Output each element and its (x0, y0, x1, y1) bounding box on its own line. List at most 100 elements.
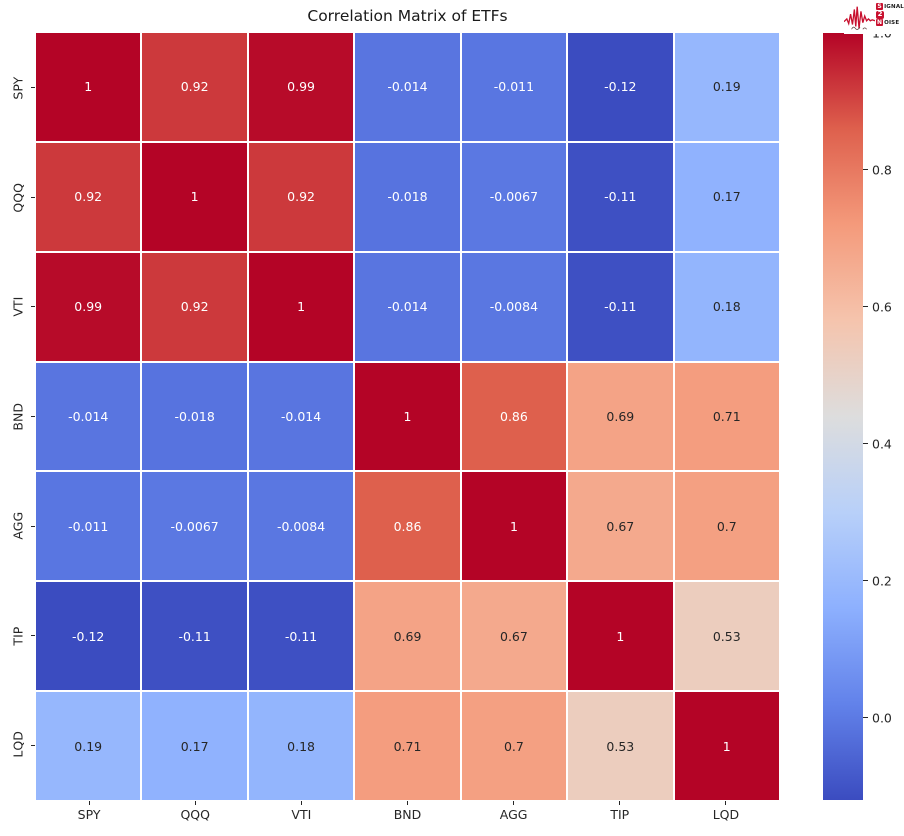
heatmap-cell-BND-BND: 1 (355, 362, 460, 471)
heatmap-cell-VTI-BND: -0.014 (355, 252, 460, 361)
y-tick-label-LQD: LQD (10, 731, 26, 759)
heatmap-cell-LQD-AGG: 0.7 (461, 692, 567, 800)
heatmap-cell-VTI-TIP: -0.11 (568, 252, 673, 361)
heatmap-cell-AGG-LQD: 0.7 (674, 472, 779, 581)
heatmap-cell-AGG-BND: 0.86 (355, 472, 460, 581)
heatmap-cell-TIP-TIP: 1 (568, 582, 673, 691)
heatmap-cell-LQD-LQD: 1 (674, 692, 779, 800)
heatmap-cell-TIP-BND: 0.69 (355, 582, 460, 691)
heatmap-cell-AGG-AGG: 1 (461, 472, 567, 581)
heatmap-cell-SPY-SPY: 1 (36, 33, 141, 141)
logo-script-squiggle (851, 26, 867, 30)
x-tick-mark (619, 801, 621, 805)
heatmap-cell-LQD-TIP: 0.53 (568, 692, 673, 800)
heatmap-cell-BND-VTI: -0.014 (248, 362, 354, 471)
heatmap-cell-SPY-QQQ: 0.92 (142, 33, 247, 141)
heatmap-cell-VTI-VTI: 1 (248, 252, 354, 361)
heatmap-cell-AGG-VTI: -0.0084 (248, 472, 354, 581)
heatmap-cell-LQD-SPY: 0.19 (36, 692, 141, 800)
heatmap-cell-QQQ-SPY: 0.92 (36, 142, 141, 251)
heatmap-cell-VTI-SPY: 0.99 (36, 252, 141, 361)
heatmap-cell-BND-LQD: 0.71 (674, 362, 779, 471)
y-tick-label-QQQ: QQQ (10, 182, 26, 213)
y-tick-mark (31, 635, 35, 637)
y-tick-mark (31, 196, 35, 198)
y-tick-mark (31, 744, 35, 746)
x-tick-mark (300, 801, 302, 805)
y-tick-mark (31, 306, 35, 308)
colorbar-tick-label-0.6: 0.6 (872, 299, 892, 315)
y-tick-mark (31, 525, 35, 527)
heatmap-cell-SPY-AGG: -0.011 (461, 33, 567, 141)
heatmap-cell-VTI-QQQ: 0.92 (142, 252, 247, 361)
heatmap-cell-SPY-BND: -0.014 (355, 33, 460, 141)
y-tick-label-AGG: AGG (10, 512, 26, 540)
colorbar-tick-label-0.2: 0.2 (872, 573, 892, 589)
x-tick-label-QQQ: QQQ (180, 807, 210, 822)
heatmap-cell-SPY-LQD: 0.19 (674, 33, 779, 141)
x-tick-mark (725, 801, 727, 805)
heatmap-cell-QQQ-AGG: -0.0067 (461, 142, 567, 251)
heatmap-cell-QQQ-LQD: 0.17 (674, 142, 779, 251)
heatmap-cell-QQQ-VTI: 0.92 (248, 142, 354, 251)
y-tick-label-SPY: SPY (10, 76, 26, 100)
y-tick-label-BND: BND (10, 402, 26, 431)
x-tick-label-SPY: SPY (77, 807, 101, 822)
logo-letter-n-badge: N (876, 18, 884, 26)
heatmap-cell-VTI-AGG: -0.0084 (461, 252, 567, 361)
heatmap-cell-BND-TIP: 0.69 (568, 362, 673, 471)
y-tick-mark (31, 416, 35, 417)
colorbar-tick-mark (863, 306, 868, 308)
x-tick-label-LQD: LQD (712, 807, 740, 822)
y-tick-label-TIP: TIP (10, 626, 26, 646)
heatmap-cell-TIP-QQQ: -0.11 (142, 582, 247, 691)
y-tick-label-VTI: VTI (10, 296, 26, 317)
colorbar-tick-mark (863, 169, 868, 171)
heatmap-cell-LQD-QQQ: 0.17 (142, 692, 247, 800)
logo-number-2-badge: 2 (876, 10, 885, 19)
heatmap-cell-TIP-AGG: 0.67 (461, 582, 567, 691)
x-tick-label-BND: BND (393, 807, 422, 822)
heatmap-cell-VTI-LQD: 0.18 (674, 252, 779, 361)
ecg-waveform-icon (844, 6, 876, 30)
heatmap-cell-AGG-QQQ: -0.0067 (142, 472, 247, 581)
heatmap-cell-SPY-VTI: 0.99 (248, 33, 354, 141)
x-tick-mark (88, 801, 90, 805)
colorbar-tick-label-0.0: 0.0 (872, 710, 892, 726)
heatmap-cell-BND-AGG: 0.86 (461, 362, 567, 471)
heatmap-cell-LQD-BND: 0.71 (355, 692, 460, 800)
heatmap-cell-QQQ-BND: -0.018 (355, 142, 460, 251)
colorbar-tick-label-0.4: 0.4 (872, 436, 892, 452)
heatmap-cell-BND-SPY: -0.014 (36, 362, 141, 471)
logo-word-noise: OISE (884, 19, 900, 26)
x-tick-label-VTI: VTI (291, 807, 312, 822)
heatmap-cell-QQQ-QQQ: 1 (142, 142, 247, 251)
x-tick-mark (513, 801, 515, 805)
colorbar-tick-mark (863, 443, 868, 445)
colorbar-tick-label-0.8: 0.8 (872, 162, 892, 178)
heatmap-cell-TIP-SPY: -0.12 (36, 582, 141, 691)
logo-text: S IGNAL 2 N OISE (876, 3, 904, 26)
heatmap-cell-LQD-VTI: 0.18 (248, 692, 354, 800)
heatmap-cell-TIP-LQD: 0.53 (674, 582, 779, 691)
heatmap-cell-QQQ-TIP: -0.11 (568, 142, 673, 251)
heatmap-cell-BND-QQQ: -0.018 (142, 362, 247, 471)
signal2noise-logo: S IGNAL 2 N OISE (844, 0, 904, 34)
colorbar-tick-mark (863, 580, 868, 582)
colorbar-tick-mark (863, 717, 868, 719)
heatmap-cell-TIP-VTI: -0.11 (248, 582, 354, 691)
x-tick-mark (407, 801, 408, 805)
heatmap-cell-AGG-SPY: -0.011 (36, 472, 141, 581)
logo-letter-s-badge: S (876, 2, 884, 10)
correlation-heatmap: 1 0.92 0.99 -0.014 -0.011 -0.12 0.19 0.92 1 0.92-… (36, 33, 779, 800)
heatmap-cell-AGG-TIP: 0.67 (568, 472, 673, 581)
colorbar (823, 33, 863, 800)
logo-word-signal: IGNAL (884, 3, 904, 10)
y-tick-mark (31, 87, 35, 89)
x-tick-label-TIP: TIP (610, 807, 630, 822)
heatmap-cell-SPY-TIP: -0.12 (568, 33, 673, 141)
x-tick-label-AGG: AGG (499, 807, 528, 822)
x-tick-mark (194, 801, 196, 805)
chart-title: Correlation Matrix of ETFs (307, 7, 508, 25)
